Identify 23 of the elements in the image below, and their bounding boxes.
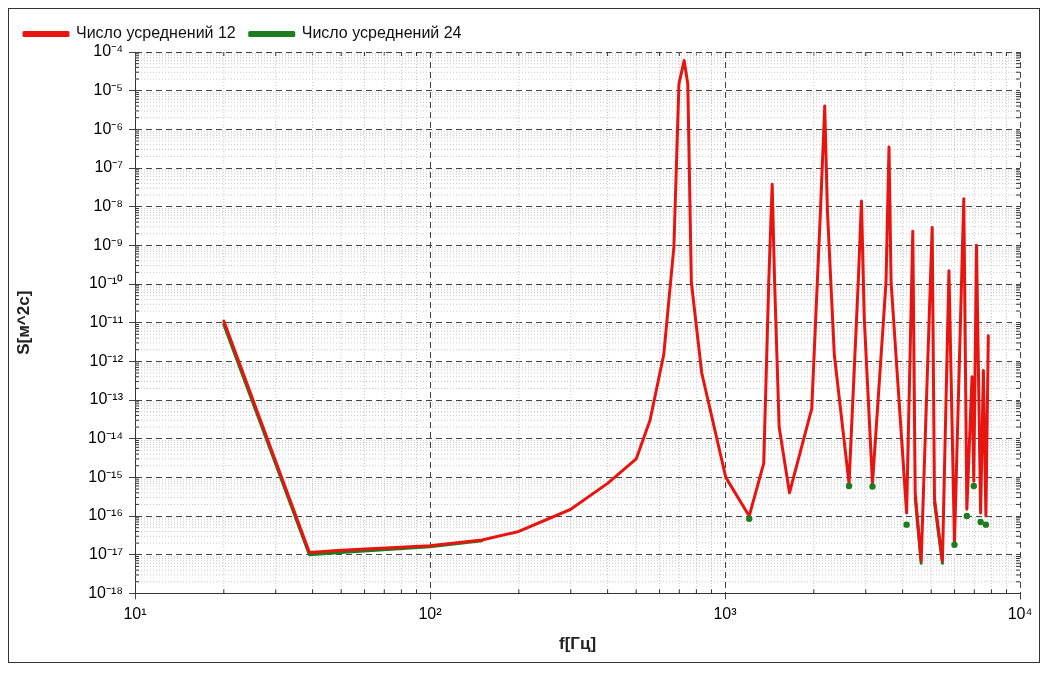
y-tick-label: 10⁻¹² xyxy=(89,351,124,369)
legend-label: Число усреднений 12 xyxy=(76,24,236,42)
y-tick-label: 10⁻¹⁶ xyxy=(88,506,123,524)
y-tick-label: 10⁻⁸ xyxy=(93,197,123,215)
x-tick-label: 10¹ xyxy=(123,605,147,623)
y-tick-label: 10⁻¹¹ xyxy=(89,313,123,331)
x-tick-label: 10³ xyxy=(713,605,738,623)
y-tick-label: 10⁻⁵ xyxy=(93,81,123,99)
y-tick-label: 10⁻¹³ xyxy=(89,390,124,408)
y-tick-label: 10⁻⁹ xyxy=(93,235,123,253)
y-axis-title: S[м^2c] xyxy=(13,290,33,355)
y-tick-label: 10⁻⁶ xyxy=(93,119,123,137)
y-tick-label: 10⁻¹⁰ xyxy=(88,274,123,292)
x-axis-title: f[Гц] xyxy=(558,634,597,654)
y-tick-label: 10⁻¹⁵ xyxy=(88,467,123,485)
x-tick-label: 10⁴ xyxy=(1007,605,1033,623)
legend-label: Число усреднений 24 xyxy=(301,24,462,42)
y-tick-label: 10⁻⁴ xyxy=(93,42,124,60)
x-tick-label: 10² xyxy=(418,605,443,623)
y-tick-label: 10⁻⁷ xyxy=(94,158,124,176)
y-tick-label: 10⁻¹⁴ xyxy=(88,429,124,447)
y-tick-label: 10⁻¹⁷ xyxy=(89,545,124,563)
y-tick-label: 10⁻¹⁸ xyxy=(88,583,123,601)
